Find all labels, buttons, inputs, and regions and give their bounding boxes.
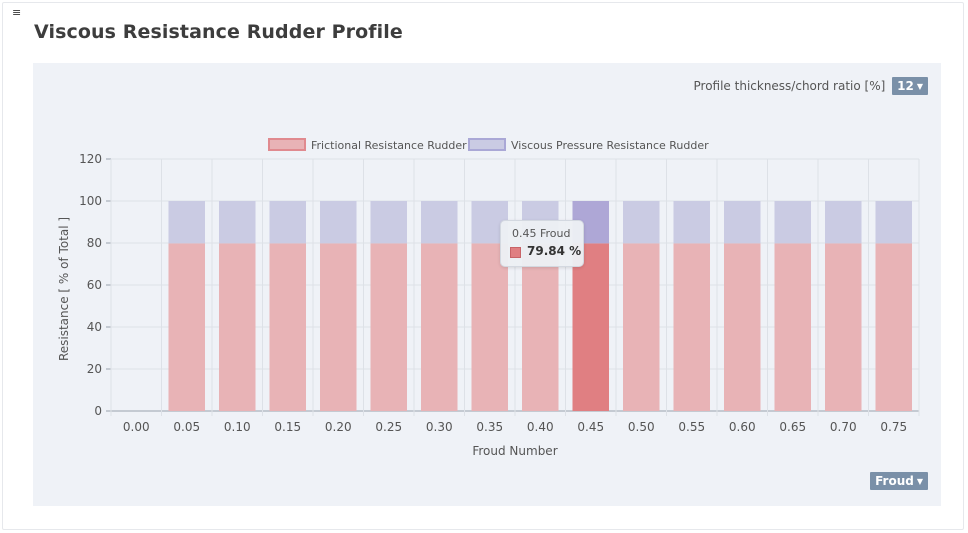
y-axis-title: Resistance [ % of Total ] — [57, 217, 71, 361]
legend-swatch — [468, 138, 506, 151]
x-tick-label: 0.25 — [375, 420, 402, 434]
xaxis-select[interactable]: Froud ▼ — [870, 472, 928, 490]
chevron-down-icon: ▼ — [916, 477, 923, 486]
x-tick-label: 0.70 — [830, 420, 857, 434]
bar-viscous-pressure — [875, 201, 912, 244]
bar-frictional — [623, 243, 660, 411]
bar-viscous-pressure — [320, 201, 357, 244]
bar-frictional — [875, 243, 912, 411]
bar-viscous-pressure — [370, 201, 407, 244]
bar-viscous-pressure — [269, 201, 306, 244]
bar-viscous-pressure — [421, 201, 458, 244]
bar-frictional — [168, 243, 205, 411]
bar-viscous-pressure — [825, 201, 862, 244]
y-tick-label: 40 — [87, 320, 102, 334]
thickness-label: Profile thickness/chord ratio [%] — [693, 79, 886, 93]
x-tick-label: 0.10 — [224, 420, 251, 434]
chart-panel: 0 20 40 60 80 100 120 0.00 0.05 0.10 0.15 0.20 0.25 0… — [33, 63, 941, 506]
bar-frictional — [724, 243, 761, 411]
page-title: Viscous Resistance Rudder Profile — [34, 21, 403, 43]
bar-frictional — [370, 243, 407, 411]
bar-frictional — [572, 243, 609, 411]
bar-viscous-pressure — [774, 201, 811, 244]
legend-swatch — [268, 138, 306, 151]
x-tick-label: 0.40 — [527, 420, 554, 434]
y-tick-label: 120 — [79, 152, 102, 166]
x-tick-label: 0.60 — [729, 420, 756, 434]
bar-viscous-pressure — [219, 201, 256, 244]
legend-label: Viscous Pressure Resistance Rudder — [511, 139, 709, 152]
x-tick-label: 0.35 — [476, 420, 503, 434]
bar-frictional — [825, 243, 862, 411]
y-tick-label: 20 — [87, 362, 102, 376]
x-tick-label: 0.55 — [678, 420, 705, 434]
hamburger-icon[interactable]: ≡ — [12, 6, 22, 19]
x-tick-label: 0.45 — [577, 420, 604, 434]
bar-viscous-pressure — [623, 201, 660, 244]
y-tick-label: 0 — [94, 404, 102, 418]
x-tick-label: 0.65 — [779, 420, 806, 434]
x-tick-label: 0.00 — [123, 420, 150, 434]
bar-viscous-pressure — [168, 201, 205, 244]
x-tick-label: 0.15 — [274, 420, 301, 434]
legend-label: Frictional Resistance Rudder — [311, 139, 467, 152]
thickness-select-value: 12 — [897, 79, 914, 93]
tooltip-swatch — [510, 247, 521, 258]
bar-viscous-pressure — [724, 201, 761, 244]
y-tick-label: 100 — [79, 194, 102, 208]
bar-frictional — [421, 243, 458, 411]
xaxis-select-value: Froud — [875, 474, 914, 488]
thickness-select[interactable]: 12 ▼ — [892, 77, 928, 95]
bar-frictional — [471, 243, 508, 411]
tooltip-title: 0.45 Froud — [512, 227, 571, 240]
thickness-control: Profile thickness/chord ratio [%] 12 ▼ — [693, 77, 928, 95]
y-tick-label: 60 — [87, 278, 102, 292]
bar-frictional — [320, 243, 357, 411]
x-axis-title: Froud Number — [472, 444, 557, 458]
x-tick-label: 0.75 — [880, 420, 907, 434]
bar-frictional — [673, 243, 710, 411]
bar-frictional — [774, 243, 811, 411]
xaxis-control: Froud ▼ — [867, 472, 928, 490]
chevron-down-icon: ▼ — [916, 82, 923, 91]
bar-frictional — [269, 243, 306, 411]
y-tick-label: 80 — [87, 236, 102, 250]
x-tick-label: 0.50 — [628, 420, 655, 434]
tooltip-value: 79.84 % — [527, 244, 582, 258]
bar-frictional — [219, 243, 256, 411]
x-tick-label: 0.20 — [325, 420, 352, 434]
chart-tooltip: 0.45 Froud 79.84 % — [500, 220, 584, 267]
bar-viscous-pressure — [673, 201, 710, 244]
stacked-bar-chart: 0 20 40 60 80 100 120 0.00 0.05 0.10 0.15 0.20 0.25 0… — [57, 138, 920, 458]
x-tick-label: 0.30 — [426, 420, 453, 434]
bar-frictional — [522, 243, 559, 411]
x-tick-label: 0.05 — [173, 420, 200, 434]
